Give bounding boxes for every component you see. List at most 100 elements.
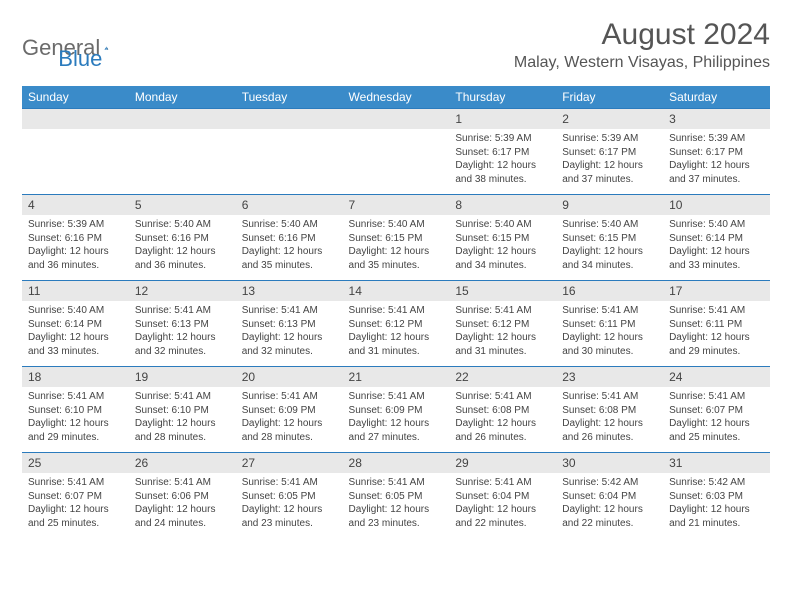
- day-info-cell: Sunrise: 5:41 AMSunset: 6:11 PMDaylight:…: [556, 301, 663, 367]
- day-number-cell: 24: [663, 367, 770, 388]
- daylight-line: Daylight: 12 hours and 34 minutes.: [455, 245, 550, 272]
- day-info-cell: Sunrise: 5:41 AMSunset: 6:10 PMDaylight:…: [22, 387, 129, 453]
- day-info-cell: Sunrise: 5:40 AMSunset: 6:15 PMDaylight:…: [449, 215, 556, 281]
- sunrise-line: Sunrise: 5:41 AM: [135, 390, 230, 404]
- sunset-line: Sunset: 6:04 PM: [455, 490, 550, 504]
- daylight-line: Daylight: 12 hours and 30 minutes.: [562, 331, 657, 358]
- sunset-line: Sunset: 6:14 PM: [669, 232, 764, 246]
- sunset-line: Sunset: 6:05 PM: [242, 490, 337, 504]
- day-info-cell: Sunrise: 5:41 AMSunset: 6:09 PMDaylight:…: [343, 387, 450, 453]
- day-number-cell: 7: [343, 195, 450, 216]
- sunrise-line: Sunrise: 5:41 AM: [135, 304, 230, 318]
- sunrise-line: Sunrise: 5:41 AM: [28, 476, 123, 490]
- sunrise-line: Sunrise: 5:39 AM: [562, 132, 657, 146]
- day-number-cell: [129, 109, 236, 130]
- page-title: August 2024: [514, 18, 770, 52]
- day-info-cell: Sunrise: 5:40 AMSunset: 6:15 PMDaylight:…: [556, 215, 663, 281]
- daylight-line: Daylight: 12 hours and 35 minutes.: [349, 245, 444, 272]
- sunrise-line: Sunrise: 5:41 AM: [455, 390, 550, 404]
- day-info-cell: Sunrise: 5:41 AMSunset: 6:07 PMDaylight:…: [663, 387, 770, 453]
- day-info-cell: Sunrise: 5:40 AMSunset: 6:14 PMDaylight:…: [22, 301, 129, 367]
- sunrise-line: Sunrise: 5:39 AM: [28, 218, 123, 232]
- sunrise-line: Sunrise: 5:39 AM: [455, 132, 550, 146]
- sunrise-line: Sunrise: 5:39 AM: [669, 132, 764, 146]
- daylight-line: Daylight: 12 hours and 33 minutes.: [28, 331, 123, 358]
- sunrise-line: Sunrise: 5:41 AM: [669, 390, 764, 404]
- sunset-line: Sunset: 6:16 PM: [135, 232, 230, 246]
- daylight-line: Daylight: 12 hours and 32 minutes.: [242, 331, 337, 358]
- day-info-cell: Sunrise: 5:41 AMSunset: 6:04 PMDaylight:…: [449, 473, 556, 538]
- day-info-cell: Sunrise: 5:39 AMSunset: 6:16 PMDaylight:…: [22, 215, 129, 281]
- weekday-header: Saturday: [663, 86, 770, 109]
- day-info-cell: Sunrise: 5:40 AMSunset: 6:16 PMDaylight:…: [129, 215, 236, 281]
- sunset-line: Sunset: 6:16 PM: [242, 232, 337, 246]
- sunrise-line: Sunrise: 5:42 AM: [562, 476, 657, 490]
- day-info-cell: Sunrise: 5:39 AMSunset: 6:17 PMDaylight:…: [556, 129, 663, 195]
- day-info-cell: Sunrise: 5:41 AMSunset: 6:07 PMDaylight:…: [22, 473, 129, 538]
- day-number-cell: 15: [449, 281, 556, 302]
- day-info-cell: Sunrise: 5:41 AMSunset: 6:13 PMDaylight:…: [129, 301, 236, 367]
- daylight-line: Daylight: 12 hours and 32 minutes.: [135, 331, 230, 358]
- sunrise-line: Sunrise: 5:41 AM: [349, 390, 444, 404]
- sunset-line: Sunset: 6:06 PM: [135, 490, 230, 504]
- sunset-line: Sunset: 6:09 PM: [349, 404, 444, 418]
- daylight-line: Daylight: 12 hours and 28 minutes.: [242, 417, 337, 444]
- sunrise-line: Sunrise: 5:41 AM: [242, 476, 337, 490]
- logo-text-blue: Blue: [58, 46, 102, 72]
- day-number-cell: [236, 109, 343, 130]
- daylight-line: Daylight: 12 hours and 28 minutes.: [135, 417, 230, 444]
- daylight-line: Daylight: 12 hours and 24 minutes.: [135, 503, 230, 530]
- day-info-cell: Sunrise: 5:41 AMSunset: 6:09 PMDaylight:…: [236, 387, 343, 453]
- daylight-line: Daylight: 12 hours and 31 minutes.: [349, 331, 444, 358]
- sunset-line: Sunset: 6:08 PM: [455, 404, 550, 418]
- calendar-table: SundayMondayTuesdayWednesdayThursdayFrid…: [22, 86, 770, 538]
- sunrise-line: Sunrise: 5:41 AM: [242, 304, 337, 318]
- sunrise-line: Sunrise: 5:41 AM: [562, 304, 657, 318]
- daylight-line: Daylight: 12 hours and 37 minutes.: [669, 159, 764, 186]
- sunset-line: Sunset: 6:12 PM: [455, 318, 550, 332]
- day-info-cell: Sunrise: 5:41 AMSunset: 6:08 PMDaylight:…: [556, 387, 663, 453]
- day-number-cell: 17: [663, 281, 770, 302]
- daylight-line: Daylight: 12 hours and 31 minutes.: [455, 331, 550, 358]
- logo-sail-icon: [104, 39, 109, 57]
- sunrise-line: Sunrise: 5:40 AM: [349, 218, 444, 232]
- day-number-cell: 11: [22, 281, 129, 302]
- day-info-cell: [129, 129, 236, 195]
- sunrise-line: Sunrise: 5:41 AM: [455, 304, 550, 318]
- sunrise-line: Sunrise: 5:41 AM: [28, 390, 123, 404]
- day-number-cell: 12: [129, 281, 236, 302]
- sunset-line: Sunset: 6:07 PM: [669, 404, 764, 418]
- sunrise-line: Sunrise: 5:40 AM: [669, 218, 764, 232]
- daylight-line: Daylight: 12 hours and 37 minutes.: [562, 159, 657, 186]
- title-block: August 2024 Malay, Western Visayas, Phil…: [514, 18, 770, 72]
- daylight-line: Daylight: 12 hours and 22 minutes.: [562, 503, 657, 530]
- day-number-cell: 29: [449, 453, 556, 474]
- day-info-cell: [236, 129, 343, 195]
- sunset-line: Sunset: 6:09 PM: [242, 404, 337, 418]
- sunrise-line: Sunrise: 5:41 AM: [349, 304, 444, 318]
- daylight-line: Daylight: 12 hours and 21 minutes.: [669, 503, 764, 530]
- daylight-line: Daylight: 12 hours and 26 minutes.: [562, 417, 657, 444]
- day-info-cell: Sunrise: 5:42 AMSunset: 6:03 PMDaylight:…: [663, 473, 770, 538]
- day-number-cell: 19: [129, 367, 236, 388]
- daylight-line: Daylight: 12 hours and 22 minutes.: [455, 503, 550, 530]
- daylight-line: Daylight: 12 hours and 36 minutes.: [28, 245, 123, 272]
- weekday-header: Tuesday: [236, 86, 343, 109]
- day-info-cell: Sunrise: 5:39 AMSunset: 6:17 PMDaylight:…: [449, 129, 556, 195]
- day-info-cell: Sunrise: 5:41 AMSunset: 6:12 PMDaylight:…: [449, 301, 556, 367]
- day-number-cell: [22, 109, 129, 130]
- day-number-cell: 20: [236, 367, 343, 388]
- sunrise-line: Sunrise: 5:41 AM: [562, 390, 657, 404]
- sunrise-line: Sunrise: 5:42 AM: [669, 476, 764, 490]
- day-info-cell: [22, 129, 129, 195]
- day-info-cell: Sunrise: 5:41 AMSunset: 6:11 PMDaylight:…: [663, 301, 770, 367]
- sunset-line: Sunset: 6:05 PM: [349, 490, 444, 504]
- day-number-cell: 25: [22, 453, 129, 474]
- daylight-line: Daylight: 12 hours and 25 minutes.: [669, 417, 764, 444]
- daylight-line: Daylight: 12 hours and 23 minutes.: [349, 503, 444, 530]
- sunset-line: Sunset: 6:07 PM: [28, 490, 123, 504]
- header: General Blue August 2024 Malay, Western …: [22, 18, 770, 72]
- sunrise-line: Sunrise: 5:41 AM: [455, 476, 550, 490]
- day-info-cell: Sunrise: 5:41 AMSunset: 6:13 PMDaylight:…: [236, 301, 343, 367]
- daylight-line: Daylight: 12 hours and 25 minutes.: [28, 503, 123, 530]
